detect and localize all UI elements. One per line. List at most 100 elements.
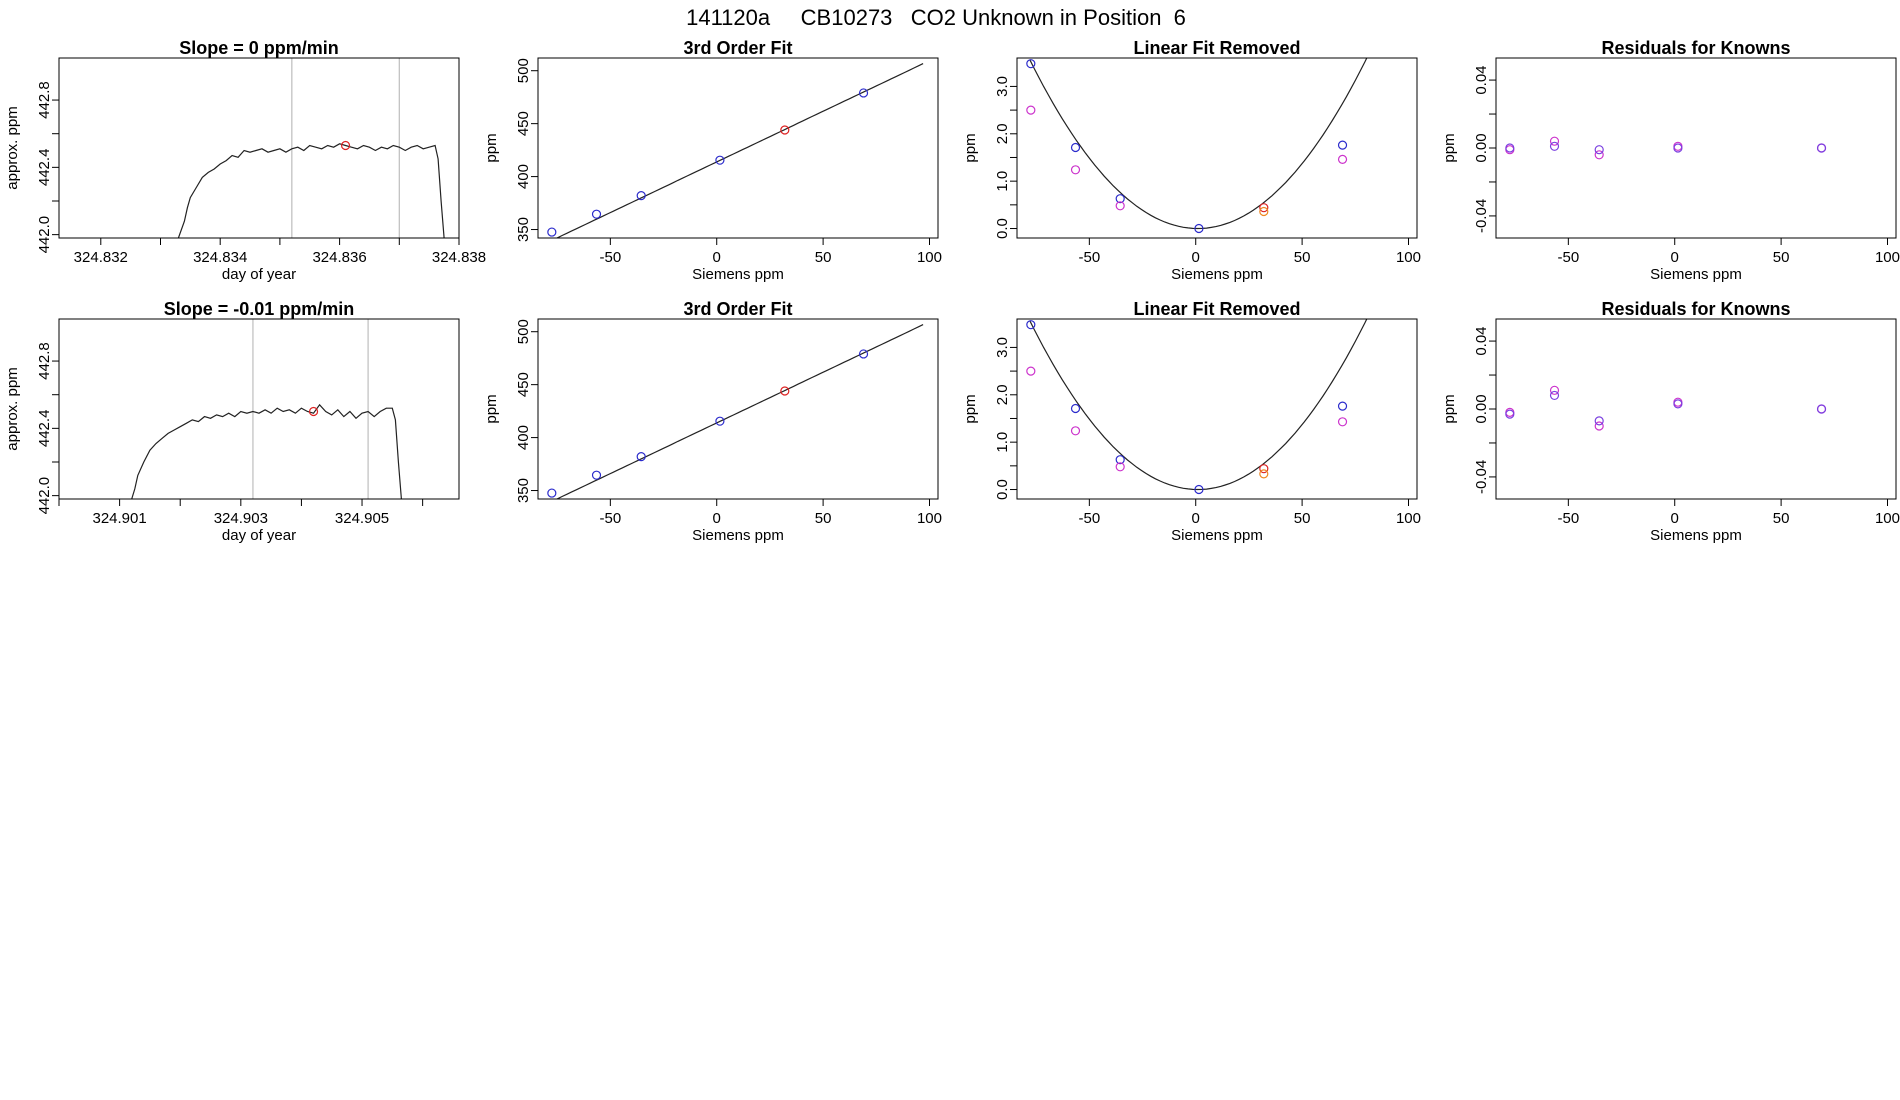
x-tick-label: -50 (599, 249, 621, 266)
y-tick-label: 442.8 (36, 81, 53, 119)
y-tick-label: 400 (515, 164, 532, 189)
y-axis-label: ppm (1441, 394, 1458, 423)
x-tick-label: 100 (917, 249, 942, 266)
plot-area (1026, 319, 1368, 495)
plot-area (1026, 58, 1368, 234)
x-tick-label: 324.834 (193, 249, 247, 266)
data-point (1816, 143, 1827, 153)
x-axis-label: Siemens ppm (1650, 527, 1742, 544)
data-point (1194, 223, 1204, 234)
chart-panels: Slope = 0 ppm/min 324.832 324.834 324.836 32… (4, 38, 1900, 544)
data-point (1115, 455, 1125, 465)
data-point (1337, 154, 1348, 164)
x-tick-label: 100 (1396, 249, 1421, 266)
plot-area (1505, 385, 1827, 431)
data-point (715, 155, 725, 165)
data-point (1549, 141, 1560, 151)
y-axis-label: ppm (962, 394, 979, 423)
data-point (1549, 136, 1560, 146)
data-point (591, 209, 602, 219)
plot-area (547, 63, 924, 238)
data-point (858, 349, 869, 359)
y-tick-label: 2.0 (994, 123, 1011, 144)
y-tick-label: 1.0 (994, 171, 1011, 192)
y-axis-label: ppm (962, 133, 979, 162)
plot-area (1505, 136, 1827, 160)
x-tick-label: 50 (1294, 249, 1311, 266)
data-point (1594, 145, 1604, 155)
data-point (1594, 150, 1604, 160)
x-tick-label: 324.838 (432, 249, 486, 266)
panel-r1-c1: Slope = 0 ppm/min 324.832 324.834 324.836 32… (4, 38, 486, 283)
x-axis-label: day of year (222, 266, 296, 283)
data-point (1549, 385, 1560, 395)
data-point (1337, 417, 1348, 427)
data-point (1070, 426, 1081, 436)
y-tick-label: 442.0 (36, 216, 53, 254)
y-tick-label: -0.04 (1473, 460, 1490, 494)
x-tick-label: 50 (815, 510, 832, 527)
y-tick-label: 0.04 (1473, 65, 1490, 94)
plot-area (177, 58, 445, 238)
y-axis-label: approx. ppm (4, 106, 21, 189)
plot-frame (537, 57, 939, 239)
data-point (1673, 399, 1683, 409)
y-tick-label: 442.0 (36, 477, 53, 515)
data-point (1115, 462, 1125, 472)
series-line (131, 403, 402, 499)
data-point (1673, 143, 1683, 153)
plot-area (547, 324, 924, 499)
y-tick-label: 450 (515, 111, 532, 136)
plot-frame (1016, 318, 1418, 500)
x-tick-label: 324.832 (74, 249, 128, 266)
y-tick-label: 450 (515, 372, 532, 397)
data-point (1816, 404, 1827, 414)
data-point (1026, 105, 1036, 115)
x-tick-label: 324.836 (312, 249, 366, 266)
data-point (1337, 401, 1348, 411)
panel-r2-c2: 3rd Order Fit -50 0 50 100 350 400 450 500 Siemen… (483, 299, 942, 544)
panel-r2-c1: Slope = -0.01 ppm/min 324.901 324.903 324.9… (4, 299, 460, 544)
y-axis-label: ppm (1441, 133, 1458, 162)
x-tick-label: -50 (1078, 510, 1100, 527)
y-tick-label: 442.4 (36, 149, 53, 187)
data-point (1070, 403, 1081, 414)
x-tick-label: 0 (1671, 249, 1679, 266)
x-tick-label: 0 (1192, 510, 1200, 527)
fit-curve (555, 63, 924, 238)
x-tick-label: -50 (1557, 510, 1579, 527)
plot-frame (58, 318, 460, 500)
data-point (591, 470, 602, 480)
plot-frame (1495, 57, 1897, 239)
data-point (1115, 201, 1125, 211)
x-tick-label: -50 (599, 510, 621, 527)
x-tick-label: -50 (1078, 249, 1100, 266)
x-tick-label: 324.901 (92, 510, 146, 527)
data-point (636, 452, 646, 462)
y-tick-label: 1.0 (994, 432, 1011, 453)
x-tick-label: 324.905 (335, 510, 389, 527)
data-point (1505, 143, 1515, 153)
x-tick-label: 0 (1192, 249, 1200, 266)
y-tick-label: 2.0 (994, 384, 1011, 405)
panel-r1-c2: 3rd Order Fit -50 0 50 100 350 400 450 500 Siemen… (483, 38, 942, 283)
x-tick-label: 100 (1396, 510, 1421, 527)
x-tick-label: 324.903 (214, 510, 268, 527)
panel-title: Slope = -0.01 ppm/min (164, 299, 355, 319)
data-point (1259, 206, 1269, 217)
data-point (1115, 194, 1125, 204)
data-point (1070, 165, 1081, 175)
x-tick-label: 0 (713, 249, 721, 266)
x-axis-label: Siemens ppm (1171, 527, 1263, 544)
x-tick-label: 100 (1875, 249, 1900, 266)
y-tick-label: 0.00 (1473, 394, 1490, 423)
data-point (1337, 140, 1348, 150)
y-tick-label: 0.00 (1473, 133, 1490, 162)
y-tick-label: 400 (515, 425, 532, 450)
data-point (1259, 203, 1269, 213)
x-tick-label: 50 (1773, 510, 1790, 527)
data-point (780, 386, 790, 396)
data-point (1026, 366, 1036, 376)
x-axis-label: Siemens ppm (692, 527, 784, 544)
